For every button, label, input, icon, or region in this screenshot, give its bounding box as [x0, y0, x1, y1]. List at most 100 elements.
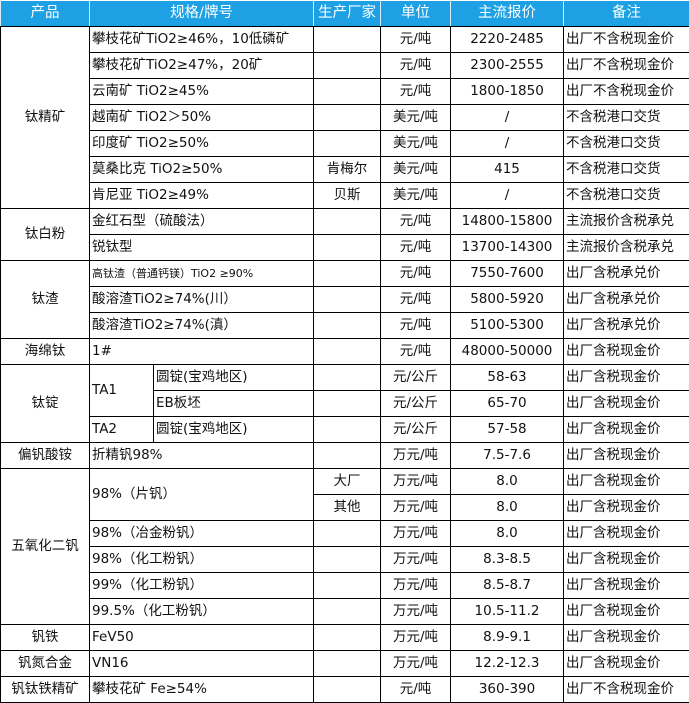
sub-spec-cell: 圆锭(宝鸡地区): [152, 416, 315, 443]
note-cell: 出厂含税现金价: [563, 338, 689, 365]
table-row: 攀枝花矿TiO2≥47%，20矿 元/吨 2300-2555 出厂不含税现金价: [1, 52, 689, 79]
price-cell: 360-390: [450, 676, 565, 703]
price-cell: /: [450, 182, 565, 209]
note-cell: 出厂含税现金价: [563, 494, 689, 521]
price-cell: 65-70: [450, 390, 565, 417]
unit-cell: 元/吨: [380, 52, 452, 79]
price-cell: 7.5-7.6: [450, 442, 565, 469]
table-row: 98%（化工粉钒） 万元/吨 8.3-8.5 出厂含税现金价: [1, 546, 689, 573]
spec-cell: 高钛渣（普通钙镁）TiO2 ≥90%: [88, 260, 315, 287]
maker-cell: [313, 338, 382, 365]
note-cell: 出厂含税现金价: [563, 624, 689, 651]
product-cell: 偏钒酸铵: [0, 442, 90, 469]
note-cell: 不含税港口交货: [563, 182, 689, 209]
maker-cell: [313, 312, 382, 339]
maker-cell: [313, 416, 382, 443]
table-row: 钛精矿 攀枝花矿TiO2≥46%，10低磷矿 元/吨 2220-2485 出厂不含税现金…: [0, 26, 689, 209]
note-cell: 出厂不含税现金价: [563, 26, 689, 53]
table-row: 海绵钛 1# 元/吨 48000-50000 出厂含税现金价: [0, 338, 689, 365]
header-maker: 生产厂家: [313, 0, 382, 27]
unit-cell: 元/吨: [380, 312, 452, 339]
price-cell: 8.3-8.5: [450, 546, 565, 573]
maker-cell: [313, 598, 382, 625]
header-price: 主流报价: [450, 0, 565, 27]
spec-cell: 攀枝花矿TiO2≥46%，10低磷矿: [88, 26, 315, 53]
spec-cell: 酸溶渣TiO2≥74%(川）: [88, 286, 315, 313]
product-cell: 钛精矿: [0, 26, 90, 209]
price-cell: 2300-2555: [450, 52, 565, 79]
note-cell: 出厂含税现金价: [563, 598, 689, 625]
note-cell: 出厂含税承兑价: [563, 286, 689, 313]
table-row: 酸溶渣TiO2≥74%(滇） 元/吨 5100-5300 出厂含税承兑价: [1, 312, 689, 339]
product-cell: 海绵钛: [0, 338, 90, 365]
maker-cell: [313, 208, 382, 235]
table-row: 五氧化二钒 98%（片钒） 大厂 万元/吨 8.0 出厂含税现金价: [0, 468, 689, 625]
price-cell: 58-63: [450, 364, 565, 391]
price-cell: 8.0: [450, 494, 565, 521]
note-cell: 出厂含税现金价: [563, 442, 689, 469]
price-cell: 13700-14300: [450, 234, 565, 261]
unit-cell: 万元/吨: [380, 650, 452, 677]
note-cell: 不含税港口交货: [563, 156, 689, 183]
unit-cell: 美元/吨: [380, 156, 452, 183]
spec-cell: 98%（冶金粉钒）: [88, 520, 315, 547]
table-row: 钒铁 FeV50 万元/吨 8.9-9.1 出厂含税现金价: [0, 624, 689, 651]
table-body: 钛精矿 攀枝花矿TiO2≥46%，10低磷矿 元/吨 2220-2485 出厂不含税现金…: [0, 26, 689, 703]
unit-cell: 元/吨: [380, 676, 452, 703]
unit-cell: 元/公斤: [380, 364, 452, 391]
header-unit: 单位: [380, 0, 452, 27]
note-cell: 出厂含税现金价: [563, 468, 689, 495]
spec-cell: FeV50: [88, 624, 315, 651]
unit-cell: 万元/吨: [380, 494, 452, 521]
note-cell: 出厂含税现金价: [563, 390, 689, 417]
note-cell: 出厂含税承兑价: [563, 312, 689, 339]
table-row: TA2 圆锭(宝鸡地区) 元/公斤 57-58 出厂含税现金价: [1, 416, 689, 443]
unit-cell: 万元/吨: [380, 546, 452, 573]
price-cell: 8.0: [450, 468, 565, 495]
unit-cell: 万元/吨: [380, 468, 452, 495]
table-header-row: 产品 规格/牌号 生产厂家 单位 主流报价 备注: [0, 0, 689, 27]
unit-cell: 美元/吨: [380, 130, 452, 157]
note-cell: 不含税港口交货: [563, 104, 689, 131]
spec-cell: 98%（化工粉钒）: [88, 546, 315, 573]
maker-cell: [313, 650, 382, 677]
note-cell: 出厂含税承兑价: [563, 260, 689, 287]
unit-cell: 元/公斤: [380, 390, 452, 417]
unit-cell: 美元/吨: [380, 182, 452, 209]
maker-cell: 其他: [313, 494, 382, 521]
unit-cell: 元/吨: [380, 78, 452, 105]
unit-cell: 元/吨: [380, 260, 452, 287]
unit-cell: 万元/吨: [380, 572, 452, 599]
spec-cell: TA1: [89, 364, 154, 417]
table-row: 其他 万元/吨 8.0 出厂含税现金价: [1, 494, 689, 521]
product-cell: 钛渣: [0, 260, 90, 339]
spec-cell: 金红石型（硫酸法）: [88, 208, 315, 235]
spec-cell: 印度矿 TiO2≥50%: [88, 130, 315, 157]
spec-cell: 99.5%（化工粉钒）: [88, 598, 315, 625]
note-cell: 主流报价含税承兑: [563, 208, 689, 235]
maker-cell: [313, 234, 382, 261]
maker-cell: 肯梅尔: [313, 156, 382, 183]
unit-cell: 万元/吨: [380, 520, 452, 547]
unit-cell: 元/吨: [380, 26, 452, 53]
product-cell: 钛白粉: [0, 208, 90, 261]
spec-cell: 越南矿 TiO2＞50%: [88, 104, 315, 131]
maker-cell: [313, 624, 382, 651]
price-cell: 10.5-11.2: [450, 598, 565, 625]
product-cell: 五氧化二钒: [0, 468, 90, 625]
table-row: 莫桑比克 TiO2≥50% 肯梅尔 美元/吨 415 不含税港口交货: [1, 156, 689, 183]
table-row: 钛渣 高钛渣（普通钙镁）TiO2 ≥90% 元/吨 7550-7600 出厂含税承兑价: [0, 260, 689, 339]
maker-cell: [313, 676, 382, 703]
maker-cell: [313, 520, 382, 547]
price-cell: 7550-7600: [450, 260, 565, 287]
price-cell: 57-58: [450, 416, 565, 443]
note-cell: 主流报价含税承兑: [563, 234, 689, 261]
maker-cell: [313, 286, 382, 313]
note-cell: 不含税港口交货: [563, 130, 689, 157]
table-row: 99%（化工粉钒） 万元/吨 8.5-8.7 出厂含税现金价: [1, 572, 689, 599]
maker-cell: [313, 442, 382, 469]
unit-cell: 元/吨: [380, 286, 452, 313]
spec-cell: 98%（片钒）: [88, 468, 315, 521]
unit-cell: 万元/吨: [380, 442, 452, 469]
